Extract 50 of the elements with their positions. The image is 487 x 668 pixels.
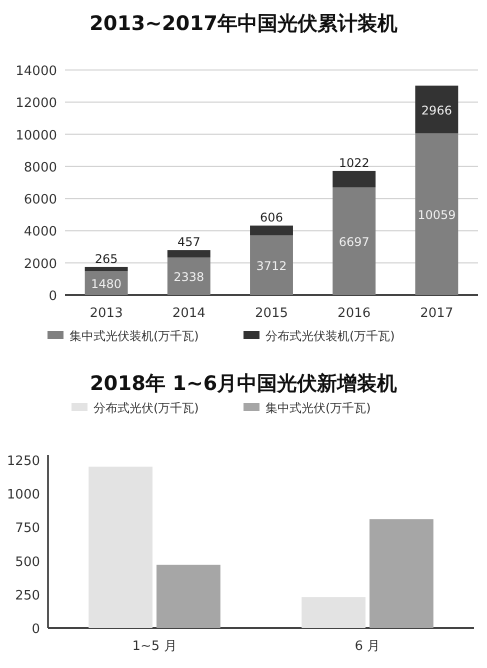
y-tick-label: 1000 xyxy=(6,488,40,503)
y-tick-label: 0 xyxy=(32,622,40,637)
y-tick-label: 8000 xyxy=(24,160,57,176)
data-label: 10059 xyxy=(418,208,456,222)
x-tick-label: 2015 xyxy=(254,306,288,321)
data-label: 606 xyxy=(260,210,283,225)
x-tick-label: 1~5 月 xyxy=(132,639,177,654)
legend-label: 分布式光伏(万千瓦) xyxy=(94,401,199,415)
data-label: 2966 xyxy=(421,104,452,118)
data-label: 2338 xyxy=(174,270,204,284)
data-label: 265 xyxy=(94,252,118,266)
x-tick-label: 2013 xyxy=(90,306,123,321)
bar xyxy=(88,466,152,628)
y-tick-label: 2000 xyxy=(24,256,57,272)
y-tick-label: 1250 xyxy=(6,454,40,469)
bar xyxy=(167,257,210,295)
bar xyxy=(250,226,293,236)
bar xyxy=(250,235,293,295)
data-label: 457 xyxy=(177,235,200,250)
bar xyxy=(415,86,458,134)
bar xyxy=(84,266,128,272)
legend-label: 集中式光伏装机(万千瓦) xyxy=(70,329,199,343)
bar xyxy=(156,564,220,628)
legend-label: 分布式光伏装机(万千瓦) xyxy=(266,329,395,343)
y-tick-label: 500 xyxy=(15,554,40,570)
y-tick-label: 10000 xyxy=(16,128,57,144)
bar xyxy=(370,519,434,628)
y-tick-label: 14000 xyxy=(16,64,57,79)
data-label: 1022 xyxy=(338,156,370,170)
data-label: 6697 xyxy=(338,235,370,250)
y-tick-label: 250 xyxy=(15,588,40,604)
y-tick-label: 0 xyxy=(48,289,57,304)
bar xyxy=(332,187,376,295)
chart-title: 2018年 1~6月中国光伏新增装机 xyxy=(90,371,398,395)
y-tick-label: 4000 xyxy=(24,224,57,240)
y-tick-label: 750 xyxy=(15,521,40,536)
data-label: 3712 xyxy=(256,259,287,274)
legend-label: 集中式光伏(万千瓦) xyxy=(266,401,371,415)
x-tick-label: 2014 xyxy=(172,306,206,321)
data-label: 1480 xyxy=(91,277,122,292)
x-tick-label: 2017 xyxy=(420,306,454,321)
chart-title: 2013~2017年中国光伏累计装机 xyxy=(89,11,398,35)
x-tick-label: 6 月 xyxy=(354,639,380,654)
y-tick-label: 12000 xyxy=(16,96,57,112)
bar xyxy=(167,250,210,258)
x-tick-label: 2016 xyxy=(338,306,371,321)
bar xyxy=(332,170,376,188)
y-tick-label: 6000 xyxy=(24,192,57,208)
bar xyxy=(302,597,366,628)
bar xyxy=(415,133,458,295)
